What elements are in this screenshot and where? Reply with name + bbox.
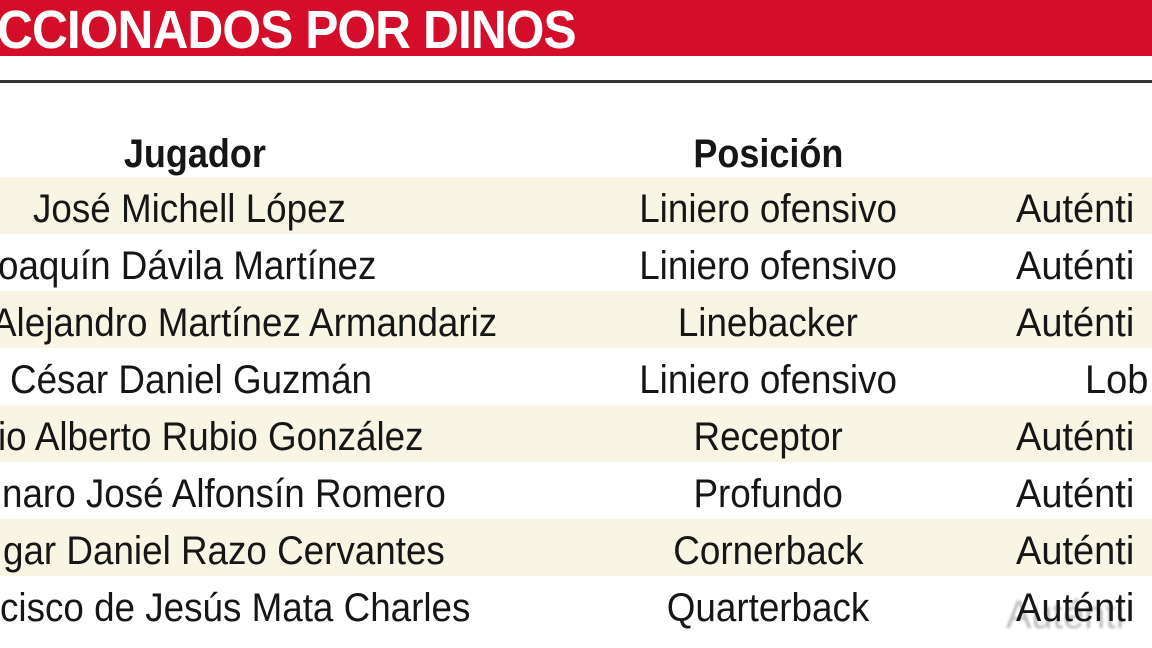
table-row: gar Daniel Razo Cervantes Cornerback Aut… — [0, 519, 1152, 576]
position-text: Linebacker — [677, 301, 859, 345]
position-text: Liniero ofensivo — [639, 244, 897, 288]
table-row: César Daniel Guzmán Liniero ofensivo Lob — [0, 348, 1152, 405]
player-name-cell: io Alberto Rubio González — [0, 415, 424, 459]
team-cell: Auténti — [1016, 187, 1135, 231]
team-cell: Auténti — [1016, 472, 1135, 516]
position-cell: Profundo — [566, 462, 970, 519]
table-row: Alejandro Martínez Armandariz Linebacker… — [0, 291, 1152, 348]
player-name-cell: oaquín Dávila Martínez — [0, 244, 377, 288]
position-cell: Liniero ofensivo — [566, 234, 970, 291]
table-row: io Alberto Rubio González Receptor Autén… — [0, 405, 1152, 462]
column-header-jugador: Jugador — [0, 128, 390, 176]
player-name-cell: César Daniel Guzmán — [10, 358, 373, 402]
position-text: Cornerback — [672, 529, 864, 573]
column-header-posicion-label: Posición — [692, 132, 844, 176]
team-cell: Auténti — [1016, 586, 1135, 630]
player-name-cell: gar Daniel Razo Cervantes — [3, 529, 445, 573]
table-row: cisco de Jesús Mata Charles Quarterback … — [0, 576, 1152, 637]
table-row: oaquín Dávila Martínez Liniero ofensivo … — [0, 234, 1152, 291]
player-name-cell: naro José Alfonsín Romero — [2, 472, 446, 516]
position-cell: Liniero ofensivo — [566, 348, 970, 405]
team-cell: Auténti — [1016, 301, 1135, 345]
watermark-ghost: Auténti — [1006, 593, 1125, 637]
position-cell: Quarterback — [566, 576, 970, 633]
position-text: Liniero ofensivo — [639, 187, 897, 231]
team-cell: Lob — [1085, 358, 1149, 402]
separator-line — [0, 80, 1152, 83]
position-text: Liniero ofensivo — [639, 358, 897, 402]
player-name-cell: cisco de Jesús Mata Charles — [0, 586, 471, 630]
team-cell: Auténti — [1016, 529, 1135, 573]
column-header-jugador-label: Jugador — [123, 132, 267, 176]
table-row: José Michell López Liniero ofensivo Auté… — [0, 177, 1152, 234]
header-banner: CCIONADOS POR DINOS — [0, 0, 1152, 60]
page-title: CCIONADOS POR DINOS — [0, 0, 577, 60]
column-header-posicion: Posición — [566, 128, 970, 176]
team-cell: Auténti — [1016, 415, 1135, 459]
position-cell: Linebacker — [566, 291, 970, 348]
position-cell: Liniero ofensivo — [566, 177, 970, 234]
position-text: Profundo — [693, 472, 843, 516]
player-name-cell: Alejandro Martínez Armandariz — [0, 301, 498, 345]
player-name-cell: José Michell López — [33, 187, 346, 231]
table-row: naro José Alfonsín Romero Profundo Autén… — [0, 462, 1152, 519]
team-cell: Auténti — [1016, 244, 1135, 288]
position-cell: Receptor — [566, 405, 970, 462]
position-text: Receptor — [693, 415, 843, 459]
position-cell: Cornerback — [566, 519, 970, 576]
position-text: Quarterback — [666, 586, 870, 630]
